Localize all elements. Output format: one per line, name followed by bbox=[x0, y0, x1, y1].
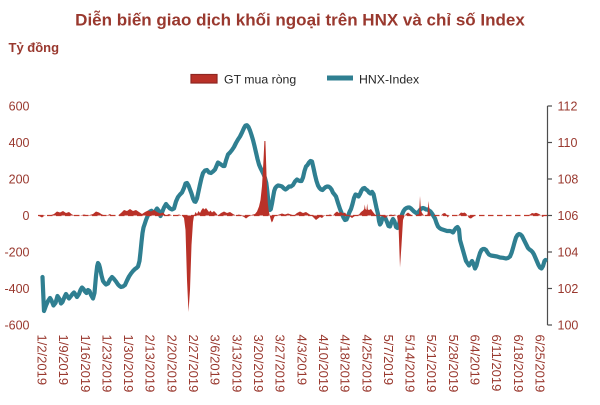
svg-text:1/30/2019: 1/30/2019 bbox=[121, 335, 136, 393]
svg-text:110: 110 bbox=[558, 136, 578, 150]
svg-text:4/25/2019: 4/25/2019 bbox=[359, 335, 374, 393]
svg-text:0: 0 bbox=[23, 209, 30, 223]
svg-text:400: 400 bbox=[9, 136, 30, 150]
svg-text:2/27/2019: 2/27/2019 bbox=[186, 335, 201, 393]
svg-text:5/21/2019: 5/21/2019 bbox=[424, 335, 439, 393]
svg-text:102: 102 bbox=[558, 282, 579, 296]
svg-text:1/23/2019: 1/23/2019 bbox=[99, 335, 114, 393]
svg-text:3/27/2019: 3/27/2019 bbox=[273, 335, 288, 393]
svg-text:3/20/2019: 3/20/2019 bbox=[251, 335, 266, 393]
svg-text:6/11/2019: 6/11/2019 bbox=[489, 335, 504, 392]
svg-text:6/18/2019: 6/18/2019 bbox=[511, 335, 526, 393]
svg-text:-600: -600 bbox=[4, 319, 29, 333]
svg-text:200: 200 bbox=[9, 173, 30, 187]
svg-text:4/10/2019: 4/10/2019 bbox=[316, 335, 331, 393]
svg-text:5/28/2019: 5/28/2019 bbox=[446, 335, 461, 393]
svg-text:3/13/2019: 3/13/2019 bbox=[229, 335, 244, 393]
svg-text:106: 106 bbox=[558, 209, 579, 223]
svg-text:Tỷ đồng: Tỷ đồng bbox=[9, 40, 60, 55]
svg-text:GT mua ròng: GT mua ròng bbox=[224, 73, 296, 87]
svg-text:HNX-Index: HNX-Index bbox=[359, 73, 420, 87]
svg-text:108: 108 bbox=[558, 173, 579, 187]
svg-text:2/20/2019: 2/20/2019 bbox=[164, 335, 179, 393]
svg-text:5/14/2019: 5/14/2019 bbox=[403, 335, 418, 393]
svg-text:104: 104 bbox=[558, 246, 579, 260]
svg-text:100: 100 bbox=[558, 319, 579, 333]
svg-text:2/13/2019: 2/13/2019 bbox=[143, 335, 158, 393]
svg-text:3/6/2019: 3/6/2019 bbox=[208, 335, 223, 386]
svg-text:1/16/2019: 1/16/2019 bbox=[78, 335, 93, 393]
svg-text:Diễn biến giao dịch khối ngoại: Diễn biến giao dịch khối ngoại trên HNX … bbox=[75, 11, 525, 30]
svg-text:600: 600 bbox=[9, 100, 30, 114]
svg-text:-400: -400 bbox=[4, 282, 29, 296]
svg-text:4/3/2019: 4/3/2019 bbox=[294, 335, 309, 386]
svg-text:-200: -200 bbox=[4, 246, 29, 260]
svg-text:5/7/2019: 5/7/2019 bbox=[381, 335, 396, 386]
svg-text:4/18/2019: 4/18/2019 bbox=[338, 335, 353, 393]
svg-text:112: 112 bbox=[558, 100, 578, 114]
svg-text:1/2/2019: 1/2/2019 bbox=[35, 335, 50, 386]
svg-text:6/4/2019: 6/4/2019 bbox=[468, 335, 483, 386]
svg-text:6/25/2019: 6/25/2019 bbox=[533, 335, 548, 393]
svg-text:1/9/2019: 1/9/2019 bbox=[56, 335, 71, 386]
